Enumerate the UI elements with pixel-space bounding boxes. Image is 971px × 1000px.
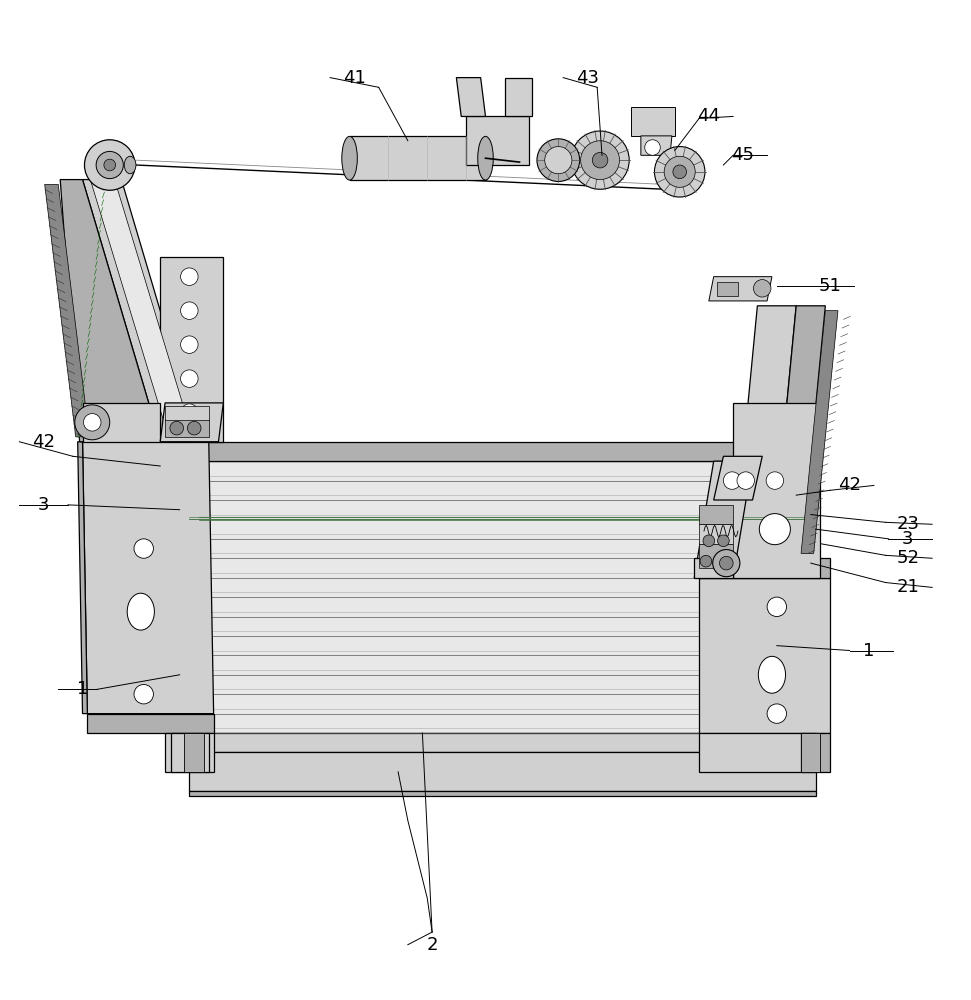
- Circle shape: [134, 539, 153, 558]
- Text: 43: 43: [576, 69, 599, 87]
- Circle shape: [537, 139, 580, 182]
- Polygon shape: [83, 403, 160, 442]
- Polygon shape: [801, 733, 820, 772]
- Polygon shape: [184, 733, 204, 772]
- Text: 51: 51: [819, 277, 842, 295]
- Polygon shape: [733, 403, 820, 578]
- Polygon shape: [189, 461, 816, 733]
- Polygon shape: [189, 791, 816, 796]
- Text: 42: 42: [32, 433, 55, 451]
- Bar: [699, 524, 733, 544]
- Polygon shape: [78, 442, 87, 714]
- Polygon shape: [694, 461, 753, 578]
- Bar: [699, 505, 733, 524]
- Text: 23: 23: [896, 515, 920, 533]
- Bar: [165, 406, 209, 420]
- Bar: [717, 282, 738, 296]
- Polygon shape: [83, 180, 199, 442]
- Polygon shape: [505, 78, 532, 116]
- Polygon shape: [641, 136, 672, 155]
- Circle shape: [723, 472, 741, 489]
- Circle shape: [720, 556, 733, 570]
- Polygon shape: [350, 136, 486, 180]
- Polygon shape: [456, 78, 486, 116]
- Text: 42: 42: [838, 476, 861, 494]
- Polygon shape: [165, 733, 214, 772]
- Polygon shape: [466, 116, 529, 165]
- Circle shape: [84, 414, 101, 431]
- Polygon shape: [699, 578, 830, 733]
- Circle shape: [767, 597, 787, 617]
- Circle shape: [181, 268, 198, 285]
- Polygon shape: [709, 277, 772, 301]
- Bar: [165, 419, 209, 437]
- Polygon shape: [699, 558, 830, 578]
- Circle shape: [700, 555, 712, 567]
- Text: 45: 45: [731, 146, 754, 164]
- Ellipse shape: [127, 593, 154, 630]
- Polygon shape: [733, 306, 796, 558]
- Text: 21: 21: [896, 578, 920, 596]
- Circle shape: [767, 704, 787, 723]
- Circle shape: [181, 370, 198, 387]
- Circle shape: [718, 535, 729, 547]
- Polygon shape: [160, 403, 223, 442]
- Circle shape: [181, 404, 198, 421]
- Circle shape: [713, 550, 740, 577]
- Circle shape: [703, 535, 715, 547]
- Circle shape: [571, 131, 629, 189]
- Polygon shape: [801, 311, 838, 553]
- Ellipse shape: [342, 136, 357, 180]
- Circle shape: [75, 405, 110, 440]
- Circle shape: [753, 280, 771, 297]
- Circle shape: [737, 472, 754, 489]
- Circle shape: [715, 555, 726, 567]
- Polygon shape: [171, 733, 209, 772]
- Polygon shape: [189, 733, 816, 752]
- Circle shape: [664, 156, 695, 187]
- Circle shape: [170, 421, 184, 435]
- Ellipse shape: [478, 136, 493, 180]
- Circle shape: [645, 140, 660, 155]
- Circle shape: [581, 141, 619, 180]
- Polygon shape: [60, 180, 160, 442]
- Circle shape: [766, 472, 784, 489]
- Circle shape: [181, 336, 198, 353]
- Circle shape: [592, 152, 608, 168]
- Text: 2: 2: [426, 936, 438, 954]
- Polygon shape: [189, 442, 816, 461]
- Circle shape: [673, 165, 686, 179]
- Polygon shape: [90, 180, 194, 442]
- Polygon shape: [772, 306, 825, 558]
- Polygon shape: [801, 733, 830, 772]
- Polygon shape: [189, 752, 816, 791]
- Bar: [699, 544, 733, 568]
- Circle shape: [545, 147, 572, 174]
- Text: 3: 3: [38, 496, 50, 514]
- Polygon shape: [714, 456, 762, 500]
- Polygon shape: [45, 184, 89, 437]
- Circle shape: [134, 684, 153, 704]
- Polygon shape: [694, 558, 733, 578]
- Circle shape: [104, 159, 116, 171]
- Text: 52: 52: [896, 549, 920, 567]
- Text: 41: 41: [343, 69, 366, 87]
- Text: 3: 3: [902, 530, 914, 548]
- Text: 1: 1: [77, 680, 88, 698]
- Polygon shape: [83, 442, 214, 714]
- Polygon shape: [160, 257, 223, 442]
- Ellipse shape: [124, 156, 136, 174]
- Polygon shape: [87, 714, 214, 733]
- Circle shape: [654, 147, 705, 197]
- Ellipse shape: [758, 656, 786, 693]
- Circle shape: [187, 421, 201, 435]
- Polygon shape: [699, 733, 816, 772]
- Circle shape: [759, 514, 790, 545]
- Text: 44: 44: [697, 107, 720, 125]
- Circle shape: [96, 151, 123, 179]
- Circle shape: [84, 140, 135, 190]
- Text: 1: 1: [863, 642, 875, 660]
- Circle shape: [181, 302, 198, 319]
- Polygon shape: [631, 107, 675, 136]
